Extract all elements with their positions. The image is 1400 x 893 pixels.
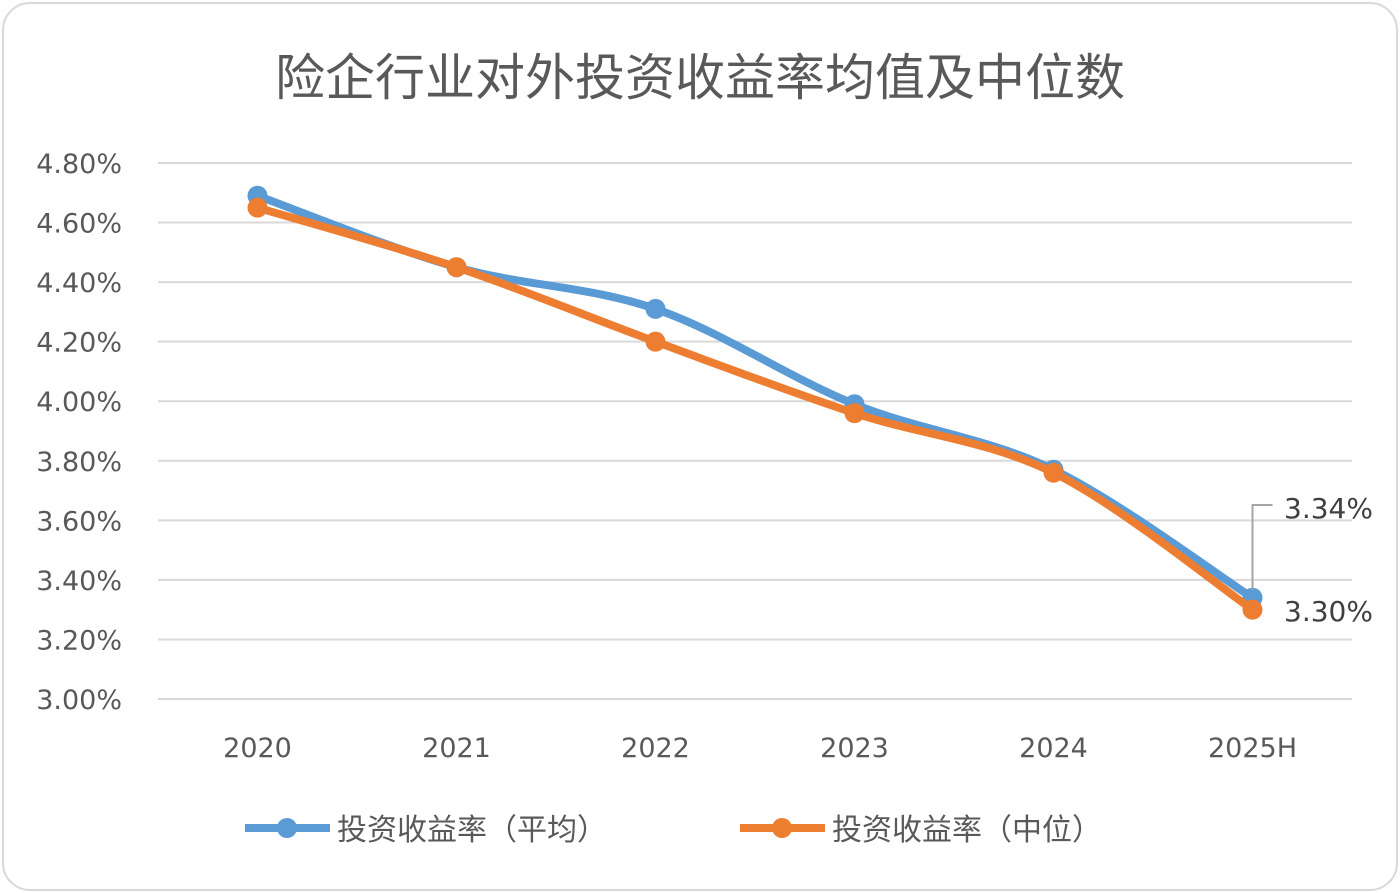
- y-tick-label: 3.60%: [36, 506, 122, 537]
- x-tick-label: 2020: [223, 733, 292, 764]
- data-point-2: [1242, 599, 1263, 620]
- x-tick-label: 2021: [422, 733, 491, 764]
- y-tick-label: 4.00%: [36, 387, 122, 418]
- data-label-median: 3.30%: [1284, 595, 1373, 628]
- x-tick-label: 2025H: [1208, 733, 1297, 764]
- legend-label-1: 投资收益率（平均）: [337, 813, 607, 848]
- legend-label-2: 投资收益率（中位）: [832, 813, 1102, 848]
- x-tick-label: 2023: [820, 733, 889, 764]
- data-point-2: [247, 197, 268, 218]
- y-tick-label: 3.00%: [36, 685, 122, 716]
- chart-title: 险企行业对外投资收益率均值及中位数: [275, 49, 1125, 107]
- y-tick-label: 3.80%: [36, 447, 122, 478]
- y-tick-label: 4.80%: [36, 149, 122, 180]
- series-line-1: [256, 191, 1255, 602]
- series-line-2: [256, 203, 1255, 613]
- data-point-2: [844, 403, 865, 424]
- data-point-2: [446, 257, 467, 278]
- legend-marker-1: [277, 818, 297, 838]
- data-label-average: 3.34%: [1284, 492, 1373, 525]
- x-tick-label: 2022: [621, 733, 690, 764]
- data-point-1: [645, 298, 666, 319]
- data-point-2: [1043, 462, 1064, 483]
- x-tick-label: 2024: [1019, 733, 1088, 764]
- y-tick-label: 4.60%: [36, 209, 122, 240]
- y-tick-label: 3.40%: [36, 566, 122, 597]
- y-tick-label: 4.20%: [36, 328, 122, 359]
- y-tick-label: 3.20%: [36, 625, 122, 656]
- leader-line: [1251, 504, 1273, 590]
- y-tick-label: 4.40%: [36, 268, 122, 299]
- legend-marker-2: [772, 818, 792, 838]
- data-point-2: [645, 331, 666, 352]
